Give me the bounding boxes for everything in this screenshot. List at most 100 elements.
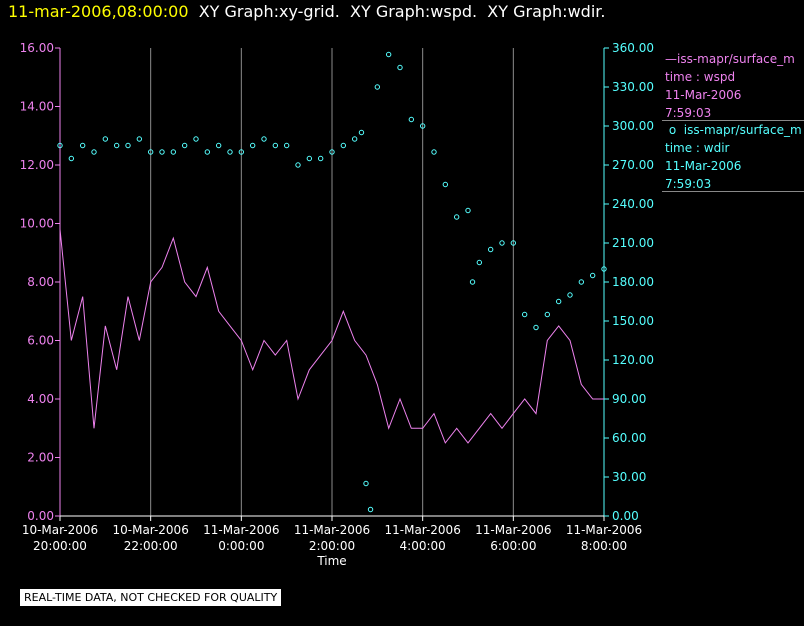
left-y-tick-label: 16.00	[20, 41, 54, 55]
x-tick-label-date: 11-Mar-2006	[203, 523, 279, 537]
left-y-tick-label: 10.00	[20, 217, 54, 231]
x-tick-label-date: 11-Mar-2006	[475, 523, 551, 537]
data-point-wdir	[295, 162, 301, 168]
data-point-wdir	[367, 506, 374, 513]
legend-wspd-time: 7:59:03	[665, 106, 712, 120]
data-point-wdir	[567, 292, 573, 298]
data-point-wdir	[358, 129, 365, 136]
data-point-wdir	[374, 84, 381, 90]
series-layer	[57, 51, 607, 513]
right-y-tick-label: 210.00	[612, 236, 654, 250]
data-point-wdir	[589, 272, 596, 279]
data-point-wdir	[159, 149, 165, 155]
right-y-tick-label: 30.00	[612, 470, 646, 484]
data-point-wdir	[533, 324, 539, 331]
left-y-tick-label: 2.00	[27, 451, 54, 465]
x-tick-label-date: 11-Mar-2006	[294, 523, 370, 537]
right-y-tick-label: 270.00	[612, 158, 654, 172]
data-point-wdir	[329, 149, 335, 155]
data-point-wdir	[397, 64, 403, 71]
legend-separator	[662, 120, 804, 121]
left-y-tick-label: 12.00	[20, 158, 54, 172]
legend-wspd-series-label: iss-mapr/surface_m	[677, 52, 795, 66]
data-point-wdir	[125, 142, 131, 149]
data-point-wdir	[249, 142, 256, 149]
header-graph-wdir[interactable]: XY Graph:wdir.	[487, 2, 606, 21]
data-point-wdir	[544, 311, 551, 318]
data-point-wdir	[476, 259, 483, 266]
right-y-tick-label: 300.00	[612, 119, 654, 133]
x-tick-label-time: 6:00:00	[490, 539, 536, 553]
legend-wspd-date: 11-Mar-2006	[665, 88, 742, 102]
data-point-wdir	[363, 480, 369, 487]
x-tick-label-time: 22:00:00	[124, 539, 178, 553]
legend-wspd[interactable]: —iss-mapr/surface_m time : wspd 11-Mar-2…	[665, 50, 804, 122]
x-tick-label-time: 4:00:00	[400, 539, 446, 553]
data-point-wdir	[340, 142, 347, 149]
right-y-tick-label: 120.00	[612, 353, 654, 367]
x-tick-label-time: 8:00:00	[581, 539, 627, 553]
legend-wdir-series-label: iss-mapr/surface_m	[683, 123, 802, 137]
legend-wspd-series: —iss-mapr/surface_m	[665, 52, 795, 66]
data-point-wdir	[227, 149, 233, 155]
right-y-tick-label: 360.00	[612, 41, 654, 55]
data-point-wdir	[79, 142, 86, 149]
data-point-wdir	[68, 155, 75, 162]
data-point-wdir	[499, 240, 505, 246]
data-point-wdir	[442, 181, 449, 188]
header-graph-grid[interactable]: XY Graph:xy-grid.	[198, 2, 340, 21]
x-tick-label-time: 2:00:00	[309, 539, 355, 553]
left-y-tick-label: 14.00	[20, 100, 54, 114]
left-y-tick-label: 0.00	[27, 509, 54, 523]
data-point-wdir	[469, 279, 476, 285]
x-tick-label-time: 20:00:00	[33, 539, 87, 553]
header-date: 11-mar-2006,08:00:00	[8, 2, 189, 21]
data-point-wdir	[431, 149, 437, 155]
x-tick-label-date: 11-Mar-2006	[384, 523, 460, 537]
legend-separator-bottom	[662, 191, 804, 192]
quality-notice: REAL-TIME DATA, NOT CHECKED FOR QUALITY	[20, 589, 282, 606]
data-point-wdir	[578, 279, 585, 285]
series-line-wspd	[59, 229, 604, 444]
legend-wdir-series: o iss-mapr/surface_m	[665, 123, 802, 137]
data-point-wdir	[601, 266, 607, 272]
data-point-wdir	[91, 149, 97, 155]
right-y-tick-label: 90.00	[612, 392, 646, 406]
right-y-tick-label: 180.00	[612, 275, 654, 289]
data-point-wdir	[306, 155, 313, 162]
data-point-wdir	[170, 149, 177, 155]
data-point-wdir	[521, 311, 528, 318]
x-tick-label-time: 0:00:00	[218, 539, 264, 553]
legend-wdir-time: 7:59:03	[665, 177, 712, 191]
right-y-tick-label: 0.00	[612, 509, 639, 523]
legend-wdir[interactable]: o iss-mapr/surface_m time : wdir 11-Mar-…	[665, 121, 804, 193]
data-point-wdir	[419, 123, 426, 129]
data-point-wdir	[510, 240, 517, 246]
left-y-tick-label: 8.00	[27, 275, 54, 289]
chart-header: 11-mar-2006,08:00:00 XY Graph:xy-grid. X…	[8, 2, 605, 21]
right-y-tick-label: 330.00	[612, 80, 654, 94]
data-point-wdir	[351, 136, 358, 142]
ticks-layer: 10-Mar-2006 20:00:00 10-Mar-2006 22:00:00 11…	[20, 41, 654, 553]
x-tick-label-date: 11-Mar-2006	[566, 523, 642, 537]
legend-wspd-var: time : wspd	[665, 70, 736, 84]
data-point-wdir	[555, 298, 562, 305]
right-y-tick-label: 60.00	[612, 431, 646, 445]
data-point-wdir	[408, 116, 415, 123]
legend-wdir-var: time : wdir	[665, 141, 730, 155]
data-point-wdir	[204, 149, 211, 155]
data-point-wdir	[136, 136, 143, 142]
data-point-wdir	[102, 136, 109, 142]
data-point-wdir	[215, 142, 222, 149]
data-point-wdir	[385, 51, 392, 58]
right-y-tick-label: 150.00	[612, 314, 654, 328]
left-y-tick-label: 4.00	[27, 392, 54, 406]
data-point-wdir	[238, 149, 245, 155]
left-y-tick-label: 6.00	[27, 334, 54, 348]
data-point-wdir	[57, 142, 63, 149]
data-point-wdir	[147, 149, 154, 155]
data-point-wdir	[453, 214, 460, 220]
header-graph-wspd[interactable]: XY Graph:wspd.	[350, 2, 478, 21]
data-point-wdir	[272, 142, 279, 149]
